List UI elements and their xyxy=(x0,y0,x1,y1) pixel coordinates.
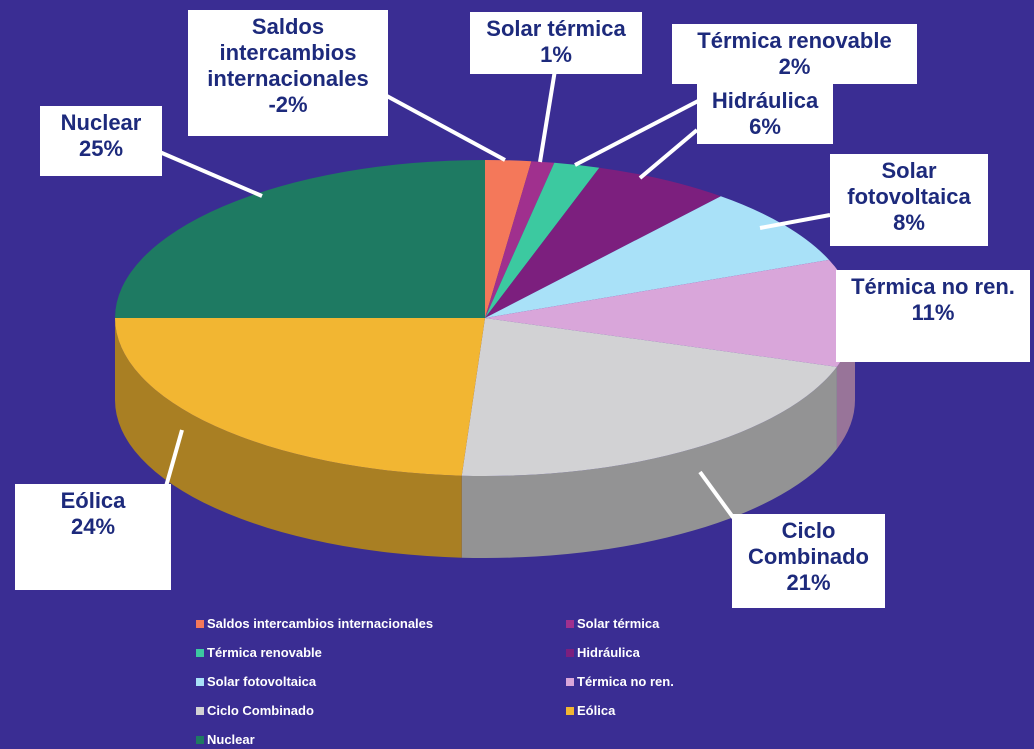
data-label: Solar fotovoltaica 8% xyxy=(830,154,988,246)
slice xyxy=(485,196,830,318)
data-label-value: 8% xyxy=(893,210,925,235)
leader-line xyxy=(759,213,831,230)
data-label-value: 2% xyxy=(778,54,811,79)
legend-swatch xyxy=(566,620,574,628)
slice xyxy=(115,318,485,476)
leader-line xyxy=(698,470,737,522)
legend-item: Nuclear xyxy=(196,732,255,747)
data-label-name: Ciclo Combinado xyxy=(748,518,869,569)
data-label: Saldos intercambios internacionales -2% xyxy=(188,10,388,136)
legend-label: Nuclear xyxy=(207,732,255,747)
leader-line xyxy=(638,128,699,180)
leader-line xyxy=(384,93,506,162)
legend-item: Saldos intercambios internacionales xyxy=(196,616,433,631)
data-label-value: -2% xyxy=(268,92,308,117)
leader-line xyxy=(154,148,263,198)
leader-line xyxy=(538,69,557,163)
slice xyxy=(485,161,555,318)
data-label-name: Solar fotovoltaica xyxy=(847,158,971,209)
data-label-value: 25% xyxy=(78,136,124,161)
legend-label: Térmica no ren. xyxy=(577,674,674,689)
data-label: Térmica renovable 2% xyxy=(672,24,917,84)
legend-item: Hidráulica xyxy=(566,645,640,660)
legend-swatch xyxy=(566,707,574,715)
legend-label: Ciclo Combinado xyxy=(207,703,314,718)
legend-item: Ciclo Combinado xyxy=(196,703,314,718)
leader-line xyxy=(574,98,701,167)
data-label-value: 11% xyxy=(911,300,955,325)
slice xyxy=(485,259,855,367)
slice xyxy=(461,318,837,476)
data-label-value: 24% xyxy=(70,514,116,539)
legend-label: Solar térmica xyxy=(577,616,660,631)
legend-swatch xyxy=(196,707,204,715)
data-label-name: Saldos intercambios internacionales xyxy=(207,14,369,91)
legend-label: Eólica xyxy=(577,703,616,718)
data-label-value: 6% xyxy=(749,114,781,139)
slice xyxy=(485,167,721,318)
legend-item: Térmica renovable xyxy=(196,645,322,660)
data-label: Hidráulica 6% xyxy=(697,84,833,144)
legend-label: Hidráulica xyxy=(577,645,640,660)
data-label: Térmica no ren. 11% xyxy=(836,270,1030,362)
slice xyxy=(115,160,485,318)
data-label-name: Térmica no ren. xyxy=(851,274,1015,299)
data-label-name: Hidráulica xyxy=(711,88,819,113)
legend-label: Saldos intercambios internacionales xyxy=(207,616,434,631)
data-label-value: 1% xyxy=(540,42,572,67)
data-label: Nuclear 25% xyxy=(40,106,162,176)
data-label-name: Nuclear xyxy=(60,110,142,135)
slice-side xyxy=(461,366,837,559)
legend-swatch xyxy=(196,620,204,628)
slice xyxy=(485,160,532,318)
data-label: Eólica 24% xyxy=(15,484,171,590)
data-label: Solar térmica 1% xyxy=(470,12,642,74)
legend-item: Solar fotovoltaica xyxy=(196,674,316,689)
data-label-name: Solar térmica xyxy=(486,16,626,41)
data-label-name: Eólica xyxy=(60,488,126,513)
legend-label: Solar fotovoltaica xyxy=(207,674,317,689)
legend-item: Térmica no ren. xyxy=(566,674,674,689)
legend-swatch xyxy=(566,649,574,657)
data-label-name: Térmica renovable xyxy=(697,28,892,53)
legend-swatch xyxy=(196,678,204,686)
legend-swatch xyxy=(566,678,574,686)
slice-side xyxy=(115,318,462,558)
legend-swatch xyxy=(196,736,204,744)
slice xyxy=(485,162,600,318)
legend-item: Solar térmica xyxy=(566,616,659,631)
data-label: Ciclo Combinado 21% xyxy=(732,514,885,608)
legend-swatch xyxy=(196,649,204,657)
legend-label: Térmica renovable xyxy=(207,645,322,660)
data-label-value: 21% xyxy=(786,570,831,595)
legend-item: Eólica xyxy=(566,703,615,718)
leader-line xyxy=(163,429,184,491)
